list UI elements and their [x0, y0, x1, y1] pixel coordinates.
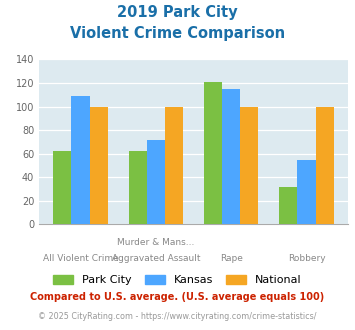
- Text: Rape: Rape: [220, 254, 242, 263]
- Bar: [129, 151, 147, 224]
- Text: Murder & Mans...: Murder & Mans...: [117, 238, 195, 247]
- Text: All Violent Crime: All Violent Crime: [43, 254, 118, 263]
- Text: Aggravated Assault: Aggravated Assault: [111, 254, 200, 263]
- Text: Violent Crime Comparison: Violent Crime Comparison: [70, 26, 285, 41]
- Bar: [279, 187, 297, 224]
- Bar: [53, 151, 71, 224]
- Bar: [297, 160, 316, 224]
- Text: Robbery: Robbery: [288, 254, 325, 263]
- Bar: [165, 107, 183, 224]
- Legend: Park City, Kansas, National: Park City, Kansas, National: [50, 271, 305, 289]
- Bar: [204, 82, 222, 224]
- Bar: [147, 140, 165, 224]
- Bar: [316, 107, 334, 224]
- Text: Compared to U.S. average. (U.S. average equals 100): Compared to U.S. average. (U.S. average …: [31, 292, 324, 302]
- Bar: [240, 107, 258, 224]
- Bar: [89, 107, 108, 224]
- Bar: [71, 96, 89, 224]
- Bar: [222, 89, 240, 224]
- Text: © 2025 CityRating.com - https://www.cityrating.com/crime-statistics/: © 2025 CityRating.com - https://www.city…: [38, 312, 317, 321]
- Text: 2019 Park City: 2019 Park City: [117, 5, 238, 20]
